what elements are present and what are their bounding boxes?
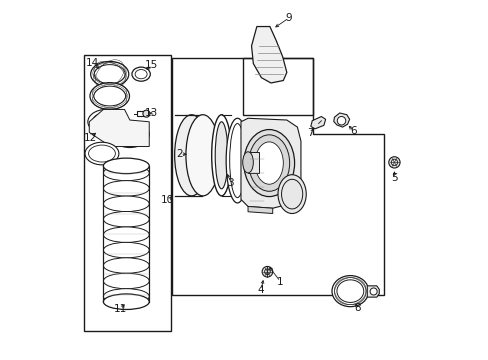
Bar	[242, 58, 313, 115]
Polygon shape	[333, 113, 349, 127]
Text: 14: 14	[85, 58, 99, 68]
Circle shape	[337, 117, 345, 125]
Ellipse shape	[103, 158, 149, 174]
Bar	[84, 55, 171, 331]
Text: 2: 2	[176, 149, 183, 159]
Polygon shape	[241, 118, 300, 208]
Text: 13: 13	[144, 108, 158, 118]
Ellipse shape	[90, 83, 129, 109]
Ellipse shape	[103, 289, 149, 304]
Ellipse shape	[244, 130, 294, 197]
Ellipse shape	[103, 181, 149, 196]
Polygon shape	[366, 286, 379, 297]
Polygon shape	[310, 117, 325, 129]
Ellipse shape	[185, 115, 219, 196]
Text: 4: 4	[257, 285, 263, 295]
Ellipse shape	[103, 227, 149, 242]
Ellipse shape	[103, 258, 149, 273]
Ellipse shape	[103, 242, 149, 258]
Ellipse shape	[103, 165, 149, 181]
Ellipse shape	[132, 67, 150, 81]
Text: 15: 15	[145, 60, 158, 70]
Circle shape	[388, 157, 399, 168]
Ellipse shape	[331, 276, 368, 307]
Ellipse shape	[88, 109, 124, 134]
Polygon shape	[251, 27, 286, 83]
Ellipse shape	[174, 115, 208, 196]
Circle shape	[142, 110, 150, 117]
Ellipse shape	[215, 122, 227, 189]
Polygon shape	[247, 207, 272, 213]
Text: 5: 5	[390, 173, 397, 183]
Circle shape	[188, 163, 194, 169]
Text: 8: 8	[353, 303, 360, 313]
Ellipse shape	[211, 115, 231, 196]
Ellipse shape	[248, 135, 289, 191]
Polygon shape	[89, 109, 149, 147]
Ellipse shape	[110, 121, 149, 148]
Ellipse shape	[278, 175, 305, 213]
Ellipse shape	[225, 118, 248, 203]
Circle shape	[369, 288, 376, 295]
Ellipse shape	[85, 142, 119, 165]
Bar	[137, 111, 146, 117]
Ellipse shape	[103, 273, 149, 289]
Bar	[247, 152, 259, 173]
Ellipse shape	[255, 142, 283, 184]
Text: 3: 3	[226, 178, 233, 188]
Circle shape	[262, 266, 272, 277]
Ellipse shape	[103, 294, 149, 310]
Text: 11: 11	[113, 305, 127, 315]
Text: 1: 1	[276, 276, 283, 287]
Text: 7: 7	[307, 128, 313, 138]
Text: 12: 12	[83, 133, 97, 143]
Ellipse shape	[103, 196, 149, 212]
Ellipse shape	[90, 62, 128, 87]
Text: 10: 10	[161, 195, 174, 206]
Ellipse shape	[103, 211, 149, 227]
Text: 9: 9	[285, 13, 291, 23]
Ellipse shape	[242, 152, 253, 173]
Text: 6: 6	[349, 126, 356, 136]
